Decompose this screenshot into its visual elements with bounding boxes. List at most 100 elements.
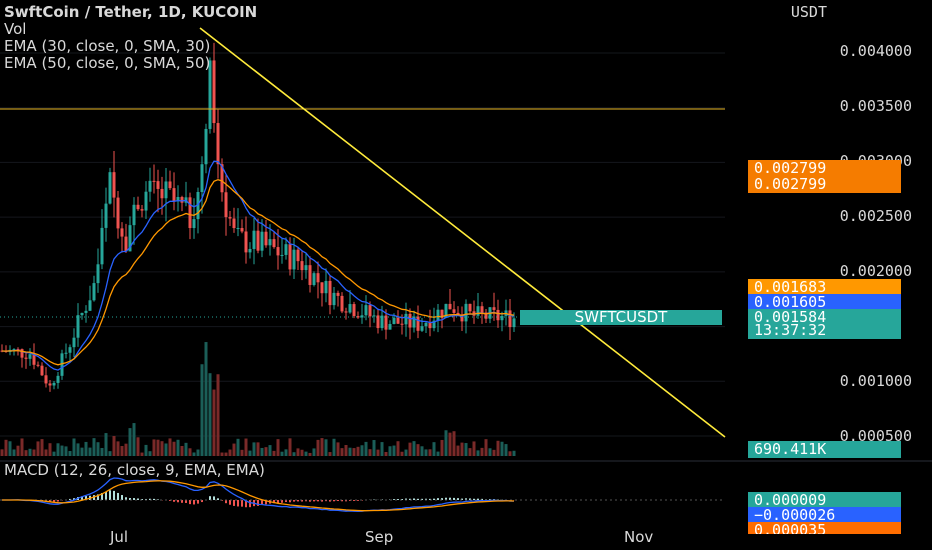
candle-body <box>20 349 24 358</box>
macd-hist-bar <box>277 500 279 504</box>
candle-body <box>376 315 380 329</box>
volume-bar <box>100 448 104 456</box>
volume-bar <box>108 451 112 456</box>
time-tick: Nov <box>624 528 654 546</box>
volume-bar <box>496 440 500 456</box>
volume-bar <box>440 439 444 456</box>
macd-hist-bar <box>285 500 287 503</box>
volume-bar <box>304 451 308 456</box>
candle-body <box>24 357 28 359</box>
volume-bar <box>348 447 352 456</box>
macd-line <box>2 477 514 513</box>
candle-body <box>500 315 504 321</box>
volume-bar <box>0 449 4 456</box>
macd-hist-bar <box>425 498 427 500</box>
volume-bar <box>364 441 368 456</box>
volume-legend[interactable]: Vol <box>4 20 27 38</box>
macd-hist-bar <box>113 490 115 500</box>
macd-hist-bar <box>309 500 311 502</box>
candle-body <box>348 304 352 313</box>
macd-hist-bar <box>81 496 83 500</box>
volume-bar <box>84 441 88 456</box>
candle-body <box>356 316 360 318</box>
macd-hist-bar <box>321 500 323 502</box>
macd-hist-bar <box>453 497 455 500</box>
volume-bar <box>160 441 164 456</box>
volume-bar <box>12 449 16 456</box>
candle-body <box>416 316 420 331</box>
candle-body <box>412 316 416 328</box>
volume-bar <box>236 438 240 456</box>
ema30-legend[interactable]: EMA (30, close, 0, SMA, 30) <box>4 37 211 55</box>
candle-body <box>84 310 88 313</box>
candle-body <box>264 231 268 246</box>
candle-body <box>428 322 432 329</box>
macd-legend[interactable]: MACD (12, 26, close, 9, EMA, EMA) <box>4 461 265 479</box>
alert-price-tag[interactable]: 0.002799 <box>748 176 901 193</box>
macd-hist-bar <box>441 498 443 500</box>
volume-bar <box>264 447 268 456</box>
macd-hist-bar <box>465 498 467 500</box>
volume-bar <box>372 440 376 456</box>
candle-body <box>40 365 44 376</box>
volume-bar <box>64 446 68 456</box>
alert-price-tag[interactable]: 0.002799 <box>748 160 901 177</box>
price-tick: 0.000500 <box>839 427 912 445</box>
candle-body <box>308 265 312 285</box>
macd-hist-bar <box>133 498 135 500</box>
volume-tag: 690.411K <box>748 441 901 458</box>
volume-bar <box>112 435 116 456</box>
volume-bar <box>188 448 192 456</box>
candle-body <box>88 300 92 311</box>
candle-body <box>136 204 140 210</box>
macd-hist-bar <box>493 499 495 500</box>
candle-body <box>312 273 316 285</box>
macd-hist-bar <box>305 500 307 502</box>
volume-bar <box>192 452 196 456</box>
macd-hist-bar <box>189 500 191 505</box>
candle-body <box>276 247 280 256</box>
candle-body <box>100 227 104 265</box>
volume-bar <box>356 446 360 456</box>
macd-hist-bar <box>393 499 395 500</box>
volume-bar <box>420 446 424 456</box>
volume-bar <box>256 442 260 456</box>
macd-hist-bar <box>97 494 99 500</box>
symbol-title[interactable]: SwftCoin / Tether, 1D, KUCOIN <box>4 3 258 21</box>
trend-line <box>199 27 726 438</box>
macd-hist-bar <box>449 497 451 500</box>
candle-body <box>480 306 484 313</box>
volume-bar <box>164 443 168 456</box>
volume-bar <box>40 439 44 456</box>
time-tick: Sep <box>365 528 394 546</box>
candle-body <box>316 273 320 283</box>
countdown-tag: 13:37:32 <box>748 322 901 339</box>
candle-body <box>324 280 328 294</box>
volume-bar <box>168 438 172 456</box>
candle-body <box>236 228 240 230</box>
volume-bar <box>180 445 184 456</box>
macd-hist-bar <box>109 490 111 500</box>
volume-bar <box>8 441 12 456</box>
volume-bar <box>424 449 428 456</box>
candle-body <box>344 311 348 313</box>
volume-bar <box>260 447 264 456</box>
volume-bar <box>428 449 432 456</box>
volume-bar <box>116 441 120 456</box>
volume-bar <box>104 433 108 456</box>
volume-bar <box>500 441 504 456</box>
candle-body <box>468 303 472 312</box>
volume-bar <box>400 451 404 456</box>
histogram-tag: 0.000035 <box>748 522 901 534</box>
macd-hist-bar <box>337 500 339 502</box>
volume-bar <box>240 449 244 456</box>
macd-hist-bar <box>225 500 227 504</box>
ema50-legend[interactable]: EMA (50, close, 0, SMA, 50) <box>4 54 211 72</box>
macd-hist-bar <box>237 500 239 507</box>
candle-body <box>512 318 516 328</box>
macd-hist-bar <box>481 498 483 500</box>
candle-body <box>180 197 184 203</box>
candle-body <box>232 218 236 229</box>
signal-line <box>2 480 515 512</box>
